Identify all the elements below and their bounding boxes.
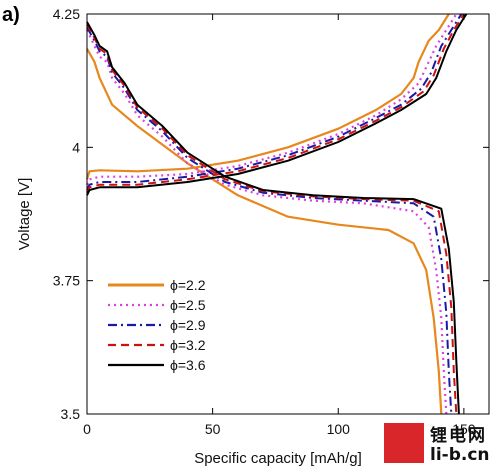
y-axis-label: Voltage [V]	[16, 178, 33, 251]
legend-label-1: ϕ=2.5	[170, 297, 206, 313]
series-1-charge-curve	[86, 13, 458, 186]
x-tick-label: 150	[452, 421, 476, 437]
legend-label-2: ϕ=2.9	[170, 317, 206, 333]
legend-label-4: ϕ=3.6	[170, 357, 206, 373]
plot-lines	[85, 13, 468, 415]
plot-frame	[86, 13, 490, 415]
series-1-discharge-curve	[86, 29, 448, 415]
panel-label: a)	[2, 4, 20, 26]
x-tick-label: 50	[205, 421, 221, 437]
series-3-discharge-curve	[86, 24, 458, 415]
legend: ϕ=2.2 ϕ=2.5 ϕ=2.9 ϕ=3.2 ϕ=3.6	[108, 277, 206, 373]
y-tick-label: 4.25	[53, 6, 80, 22]
series-4-discharge-curve	[86, 21, 460, 415]
legend-label-3: ϕ=3.2	[170, 337, 206, 353]
x-axis-label: Specific capacity [mAh/g]	[194, 450, 362, 467]
x-tick-label: 0	[83, 421, 91, 437]
series-3-charge-curve	[86, 13, 465, 194]
series-2-discharge-curve	[86, 26, 453, 415]
series-4-charge-curve	[86, 13, 468, 196]
watermark-logo: 锂电网 li-b.cn	[384, 421, 496, 471]
x-tick-label: 100	[327, 421, 351, 437]
legend-label-0: ϕ=2.2	[170, 277, 206, 293]
watermark-red-square	[384, 423, 424, 463]
y-tick-label: 3.5	[61, 406, 81, 422]
y-tick-label: 3.75	[53, 273, 80, 289]
series-0-discharge-curve	[86, 48, 443, 415]
axis-ticks: 0 50 100 150 3.5 3.75 4 4.25	[53, 6, 489, 437]
y-tick-label: 4	[72, 139, 80, 155]
watermark-top-text: 锂电网	[430, 426, 487, 446]
series-0-charge-curve	[85, 13, 450, 180]
watermark-bottom-text: li-b.cn	[430, 445, 490, 465]
